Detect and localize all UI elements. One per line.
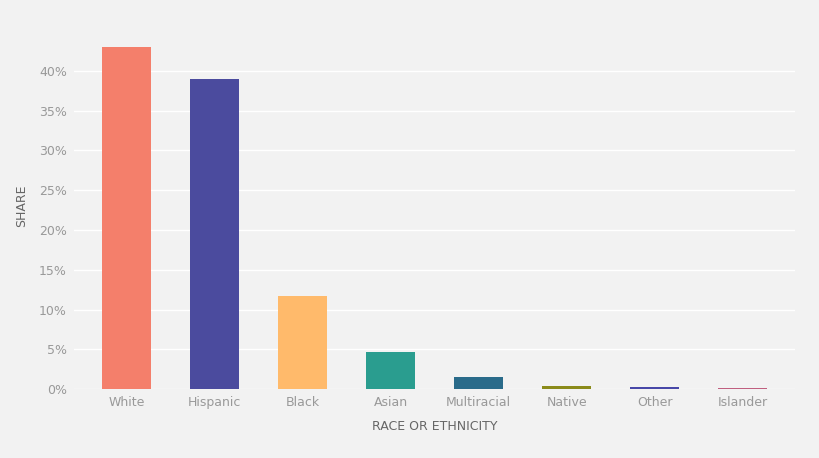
Bar: [278, 296, 327, 389]
Bar: [102, 47, 151, 389]
Bar: [541, 386, 590, 389]
Bar: [717, 388, 766, 389]
Bar: [454, 376, 502, 389]
Bar: [630, 387, 678, 389]
X-axis label: RACE OR ETHNICITY: RACE OR ETHNICITY: [371, 420, 497, 433]
Y-axis label: SHARE: SHARE: [15, 185, 28, 227]
Bar: [366, 352, 414, 389]
Bar: [190, 79, 238, 389]
